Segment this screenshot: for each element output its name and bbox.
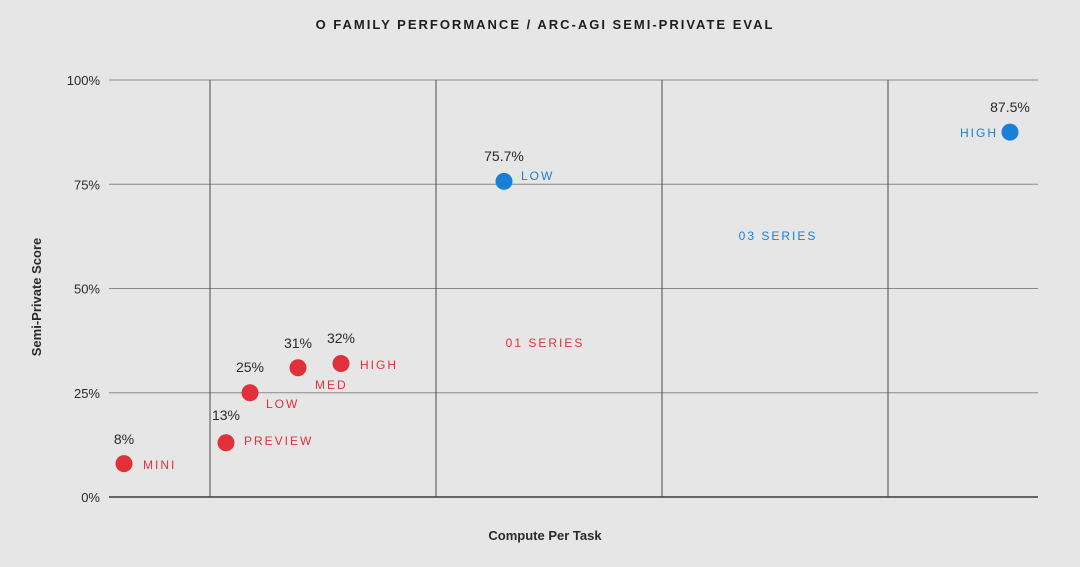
data-point bbox=[332, 355, 350, 373]
y-tick-label: 25% bbox=[74, 386, 100, 401]
y-tick-label: 100% bbox=[67, 73, 101, 88]
y-tick-label: 75% bbox=[74, 177, 100, 192]
data-point-label: HIGH bbox=[360, 358, 398, 372]
data-point-label: LOW bbox=[521, 169, 554, 183]
data-value-label: 75.7% bbox=[484, 148, 524, 164]
data-value-label: 87.5% bbox=[990, 99, 1030, 115]
series-annotations: 01 SERIES 03 SERIES bbox=[506, 229, 818, 350]
y-axis-label: Semi-Private Score bbox=[29, 238, 44, 357]
y-tick-label: 50% bbox=[74, 282, 100, 297]
data-point bbox=[289, 359, 307, 377]
data-value-label: 32% bbox=[327, 330, 355, 346]
data-point-label: LOW bbox=[266, 397, 299, 411]
data-point-label: MED bbox=[315, 378, 348, 392]
data-point bbox=[1001, 123, 1019, 141]
chart-title: O FAMILY PERFORMANCE / ARC-AGI SEMI-PRIV… bbox=[316, 17, 775, 32]
data-points: 8% MINI 13% PREVIEW 25% LOW 31% MED 32% HIGH 75.7%… bbox=[114, 99, 1030, 473]
data-point bbox=[495, 172, 513, 190]
data-point-label: MINI bbox=[143, 458, 176, 472]
data-point bbox=[115, 455, 133, 473]
data-value-label: 8% bbox=[114, 431, 134, 447]
series-annotation: 01 SERIES bbox=[506, 336, 585, 350]
data-point-label: PREVIEW bbox=[244, 434, 313, 448]
x-axis-label: Compute Per Task bbox=[488, 528, 602, 543]
data-point bbox=[241, 384, 259, 402]
data-value-label: 13% bbox=[212, 407, 240, 423]
series-annotation: 03 SERIES bbox=[739, 229, 818, 243]
data-value-label: 25% bbox=[236, 359, 264, 375]
y-axis-ticks: 0% 25% 50% 75% 100% bbox=[67, 73, 101, 505]
grid bbox=[109, 79, 1038, 498]
data-point bbox=[217, 434, 235, 452]
data-point-label: HIGH bbox=[960, 126, 998, 140]
y-tick-label: 0% bbox=[81, 490, 100, 505]
data-value-label: 31% bbox=[284, 335, 312, 351]
